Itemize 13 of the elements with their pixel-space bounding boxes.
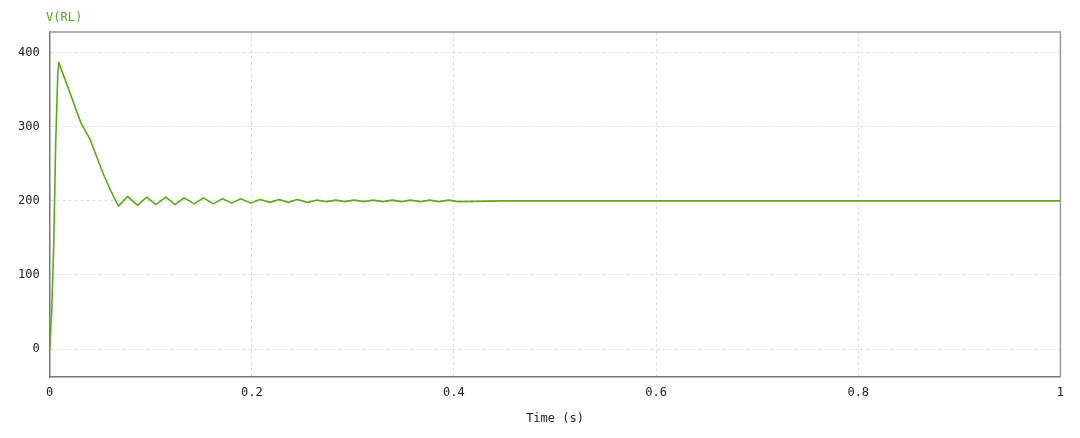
y-tick-label: 400: [17, 44, 40, 59]
y-tick-label: 300: [17, 118, 40, 133]
y-tick-label: 100: [17, 267, 40, 282]
x-tick-label: 0.2: [240, 384, 263, 399]
x-tick-label: 0: [46, 384, 54, 399]
y-tick-label: 200: [17, 193, 40, 208]
y-tick-label: 0: [32, 341, 40, 356]
text: V(RL): [46, 10, 83, 24]
x-tick-label: 1: [1056, 384, 1064, 399]
x-axis-title: Time (s): [526, 410, 584, 425]
x-tick-label: 0.4: [443, 384, 465, 399]
x-tick-label: 0.6: [645, 384, 667, 399]
x-tick-label: 0.8: [847, 384, 870, 399]
